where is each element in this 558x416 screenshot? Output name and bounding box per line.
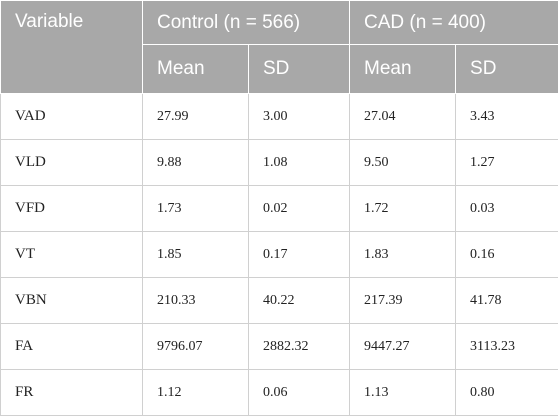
table-row: VFD 1.73 0.02 1.72 0.03 [1,186,558,232]
table-body: VAD 27.99 3.00 27.04 3.43 VLD 9.88 1.08 … [1,94,558,416]
header-group-control: Control (n = 566) [143,1,350,45]
cell-cad-mean: 27.04 [350,94,456,140]
cell-cad-mean: 217.39 [350,278,456,324]
table-row: VLD 9.88 1.08 9.50 1.27 [1,140,558,186]
cell-control-mean: 9796.07 [143,324,249,370]
header-cad-sd: SD [456,45,558,94]
cell-control-sd: 3.00 [249,94,350,140]
cell-cad-sd: 41.78 [456,278,558,324]
cell-control-sd: 1.08 [249,140,350,186]
cell-variable: FA [1,324,143,370]
cell-control-mean: 1.12 [143,370,249,416]
header-cad-mean: Mean [350,45,456,94]
cell-control-mean: 1.73 [143,186,249,232]
table-row: VT 1.85 0.17 1.83 0.16 [1,232,558,278]
table-row: FA 9796.07 2882.32 9447.27 3113.23 [1,324,558,370]
cell-control-mean: 9.88 [143,140,249,186]
header-control-mean: Mean [143,45,249,94]
table-row: VBN 210.33 40.22 217.39 41.78 [1,278,558,324]
cell-control-sd: 40.22 [249,278,350,324]
cell-cad-sd: 1.27 [456,140,558,186]
header-control-sd: SD [249,45,350,94]
cell-variable: VBN [1,278,143,324]
cell-cad-sd: 3.43 [456,94,558,140]
cell-cad-mean: 9.50 [350,140,456,186]
cell-variable: VFD [1,186,143,232]
cell-control-mean: 27.99 [143,94,249,140]
table-row: VAD 27.99 3.00 27.04 3.43 [1,94,558,140]
cell-cad-mean: 9447.27 [350,324,456,370]
cell-control-mean: 1.85 [143,232,249,278]
cell-control-sd: 2882.32 [249,324,350,370]
cell-cad-mean: 1.13 [350,370,456,416]
cell-control-mean: 210.33 [143,278,249,324]
cell-cad-sd: 3113.23 [456,324,558,370]
cell-variable: VLD [1,140,143,186]
cell-cad-mean: 1.72 [350,186,456,232]
cell-cad-sd: 0.80 [456,370,558,416]
cell-variable: VT [1,232,143,278]
cell-variable: FR [1,370,143,416]
cell-cad-sd: 0.16 [456,232,558,278]
header-row-groups: Variable Control (n = 566) CAD (n = 400) [1,1,558,45]
cell-control-sd: 0.06 [249,370,350,416]
cell-cad-mean: 1.83 [350,232,456,278]
table-header: Variable Control (n = 566) CAD (n = 400)… [1,1,558,94]
table-row: FR 1.12 0.06 1.13 0.80 [1,370,558,416]
cell-cad-sd: 0.03 [456,186,558,232]
cell-variable: VAD [1,94,143,140]
header-group-cad: CAD (n = 400) [350,1,558,45]
cell-control-sd: 0.17 [249,232,350,278]
header-variable: Variable [1,1,143,94]
cell-control-sd: 0.02 [249,186,350,232]
